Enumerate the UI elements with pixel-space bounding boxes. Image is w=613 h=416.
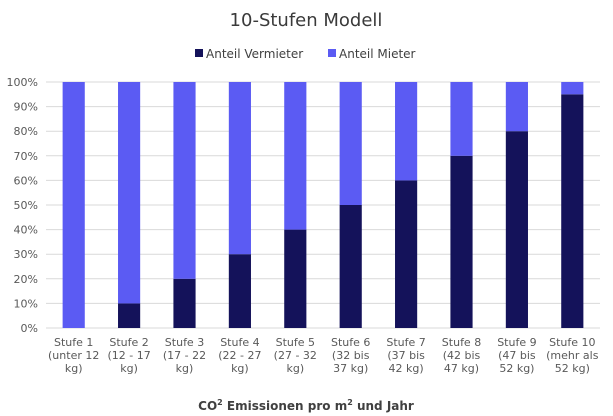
x-tick-label: Stufe 2 (12 - 17 kg) [107, 336, 150, 375]
x-tick-label: Stufe 8 (42 bis 47 kg) [442, 336, 481, 375]
y-tick-label: 50% [14, 199, 38, 212]
x-tick-label: Stufe 4 (22 - 27 kg) [218, 336, 261, 375]
bar-segment-vermieter [505, 131, 528, 328]
bar-segment-mieter [395, 82, 418, 181]
legend-swatch-mieter [328, 49, 336, 57]
chart-title: 10-Stufen Modell [230, 10, 383, 31]
bar-segment-mieter [339, 82, 362, 205]
y-tick-label: 60% [14, 174, 38, 187]
x-tick-label: Stufe 6 (32 bis 37 kg) [331, 336, 370, 375]
bar-segment-mieter [450, 82, 473, 156]
y-tick-label: 80% [14, 125, 38, 138]
bar-segment-mieter [505, 82, 528, 132]
y-tick-label: 90% [14, 101, 38, 114]
y-axis-ticks: 0% 10% 20% 30% 40% 50% 60% 70% 80% 90% 100% [7, 76, 38, 335]
bar-segment-vermieter [118, 303, 141, 328]
x-tick-label: Stufe 1 (unter 12 kg) [48, 336, 99, 375]
y-tick-label: 30% [14, 248, 38, 261]
y-tick-label: 20% [14, 273, 38, 286]
bar-segment-mieter [228, 82, 251, 255]
x-tick-label: Stufe 10 (mehr als 52 kg) [546, 336, 599, 375]
legend-label-vermieter: Anteil Vermieter [206, 47, 303, 61]
bar-segment-mieter [118, 82, 141, 304]
legend-swatch-vermieter [195, 49, 203, 57]
bar-segment-vermieter [284, 229, 307, 328]
bars [62, 82, 584, 328]
bar-segment-vermieter [339, 205, 362, 328]
bar-segment-vermieter [450, 155, 473, 328]
legend: Anteil Vermieter Anteil Mieter [195, 47, 416, 61]
bar-segment-mieter [62, 82, 85, 328]
x-tick-label: Stufe 5 (27 - 32 kg) [274, 336, 317, 375]
x-tick-label: Stufe 3 (17 - 22 kg) [163, 336, 206, 375]
y-tick-label: 40% [14, 224, 38, 237]
y-tick-label: 100% [7, 76, 38, 89]
y-tick-label: 70% [14, 150, 38, 163]
legend-label-mieter: Anteil Mieter [339, 47, 416, 61]
bar-segment-vermieter [228, 254, 251, 328]
x-axis-label: CO2 Emissionen pro m2 und Jahr [198, 398, 414, 413]
bar-segment-vermieter [173, 278, 196, 328]
bar-segment-mieter [284, 82, 307, 230]
bar-segment-mieter [173, 82, 196, 279]
bar-segment-vermieter [561, 94, 584, 328]
bar-segment-vermieter [395, 180, 418, 328]
x-axis-ticks: Stufe 1 (unter 12 kg)Stufe 2 (12 - 17 kg) Stu… [48, 336, 599, 375]
bar-segment-mieter [561, 82, 584, 95]
y-tick-label: 10% [14, 297, 38, 310]
y-tick-label: 0% [21, 322, 38, 335]
x-tick-label: Stufe 9 (47 bis 52 kg) [497, 336, 536, 375]
x-tick-label: Stufe 7 (37 bis 42 kg) [386, 336, 425, 375]
